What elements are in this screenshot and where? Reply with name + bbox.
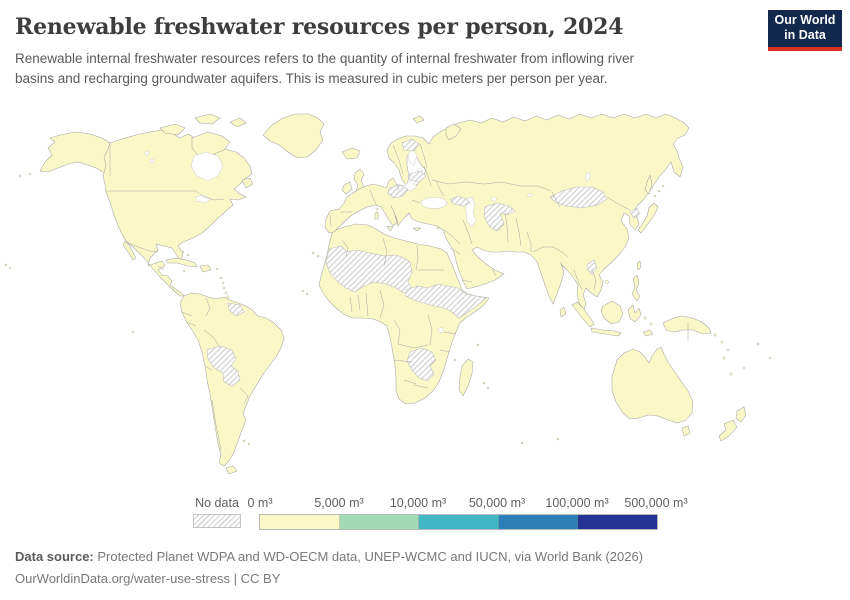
region-iceland[interactable] [341, 147, 361, 160]
chart-header: Renewable freshwater resources per perso… [15, 14, 755, 88]
region-new-guinea[interactable] [662, 315, 712, 335]
data-source-line: Data source: Protected Planet WDPA and W… [15, 546, 643, 568]
lake-baikal [584, 171, 592, 183]
region-newfoundland[interactable] [241, 177, 254, 189]
license-line[interactable]: OurWorldinData.org/water-use-stress | CC… [15, 571, 281, 586]
no-data-region-zambia-zimbabwe[interactable] [406, 347, 437, 382]
data-source-label: Data source: [15, 549, 94, 564]
region-cuba[interactable] [165, 257, 198, 268]
no-data-region-caucasus[interactable] [449, 195, 471, 207]
no-data-region-bolivia-paraguay[interactable] [206, 345, 241, 387]
black-sea [420, 197, 448, 209]
region-tasmania[interactable] [681, 425, 691, 437]
owid-logo[interactable]: Our World in Data [768, 10, 842, 51]
great-bear-lake [144, 150, 150, 156]
legend-tick-3: 50,000 m³ [468, 496, 526, 510]
small-islands [4, 172, 772, 446]
region-japan[interactable] [637, 202, 659, 234]
region-svalbard[interactable] [412, 115, 425, 124]
region-arctic-island[interactable] [229, 117, 247, 128]
region-novaya-zemlya[interactable] [445, 123, 462, 141]
region-north-america[interactable] [102, 129, 253, 297]
region-greenland[interactable] [262, 113, 325, 159]
region-tierra-del-fuego[interactable] [225, 465, 238, 475]
no-data-region-horn-of-africa[interactable] [405, 283, 487, 319]
legend-color-segment[interactable] [419, 515, 499, 529]
region-baja[interactable] [122, 240, 137, 261]
region-sumatra[interactable] [571, 301, 595, 328]
region-madagascar[interactable] [458, 358, 474, 397]
hudson-bay [190, 151, 224, 182]
no-data-region-northern-scandinavia[interactable] [401, 138, 420, 152]
region-australia[interactable] [611, 346, 694, 424]
no-data-region-guyana[interactable] [227, 302, 245, 317]
owid-logo-line-2: in Data [784, 28, 826, 42]
lake-balkhash [526, 193, 534, 197]
legend-color-bar[interactable] [259, 514, 658, 530]
no-data-region-uzbekistan-turkmenistan[interactable] [483, 202, 516, 232]
region-sulawesi[interactable] [627, 304, 642, 323]
region-new-zealand-north[interactable] [735, 406, 747, 423]
caspian-sea [465, 196, 477, 228]
data-source-text: Protected Planet WDPA and WD-OECM data, … [93, 549, 644, 564]
region-new-zealand-south[interactable] [718, 419, 738, 442]
legend-color-segment[interactable] [498, 515, 579, 529]
legend-tick-5: 500,000 m³ [624, 496, 688, 510]
region-philippines[interactable] [631, 274, 641, 302]
region-sicily[interactable] [386, 225, 394, 232]
chart-footer: Data source: Protected Planet WDPA and W… [15, 546, 643, 590]
region-borneo[interactable] [600, 300, 624, 325]
region-alaska[interactable] [39, 131, 111, 177]
subtitle-line-2: basins and recharging groundwater aquife… [15, 70, 608, 86]
subtitle-line-1: Renewable internal freshwater resources … [15, 51, 635, 66]
legend-tick-1: 5,000 m³ [314, 496, 364, 510]
legend-tick-2: 10,000 m³ [389, 496, 447, 510]
great-slave-lake [149, 158, 155, 164]
region-ireland[interactable] [341, 181, 353, 195]
country-borders [106, 143, 689, 451]
legend-tick-4: 100,000 m³ [545, 496, 609, 510]
legend-color-segment[interactable] [260, 515, 340, 529]
no-data-region-belarus[interactable] [408, 170, 427, 183]
region-sakhalin[interactable] [644, 174, 653, 195]
legend-no-data-label: No data [195, 496, 239, 510]
no-data-region-laos[interactable] [586, 259, 598, 275]
page-title: Renewable freshwater resources per perso… [15, 14, 624, 40]
lake-victoria [438, 327, 444, 333]
no-data-region-central-europe[interactable] [387, 184, 409, 199]
region-hispaniola[interactable] [199, 264, 212, 273]
region-timor[interactable] [642, 329, 654, 337]
region-sardinia[interactable] [374, 211, 379, 220]
legend-no-data-swatch[interactable] [193, 514, 241, 528]
legend-tick-0: 0 m³ [247, 496, 273, 510]
chart-subtitle: Renewable internal freshwater resources … [15, 49, 755, 88]
region-ellesmere-island[interactable] [194, 113, 221, 125]
no-data-region-north-korea[interactable] [629, 207, 641, 219]
aral-sea [491, 196, 497, 202]
legend-color-segment[interactable] [578, 515, 657, 529]
region-victoria-island[interactable] [159, 123, 186, 136]
owid-logo-line-1: Our World [774, 13, 836, 27]
no-data-region-mongolia[interactable] [549, 186, 608, 209]
region-sri-lanka[interactable] [559, 306, 567, 318]
legend-color-segment[interactable] [339, 515, 420, 529]
region-crete[interactable] [412, 227, 422, 232]
region-taiwan[interactable] [636, 260, 642, 271]
region-java[interactable] [590, 327, 622, 337]
